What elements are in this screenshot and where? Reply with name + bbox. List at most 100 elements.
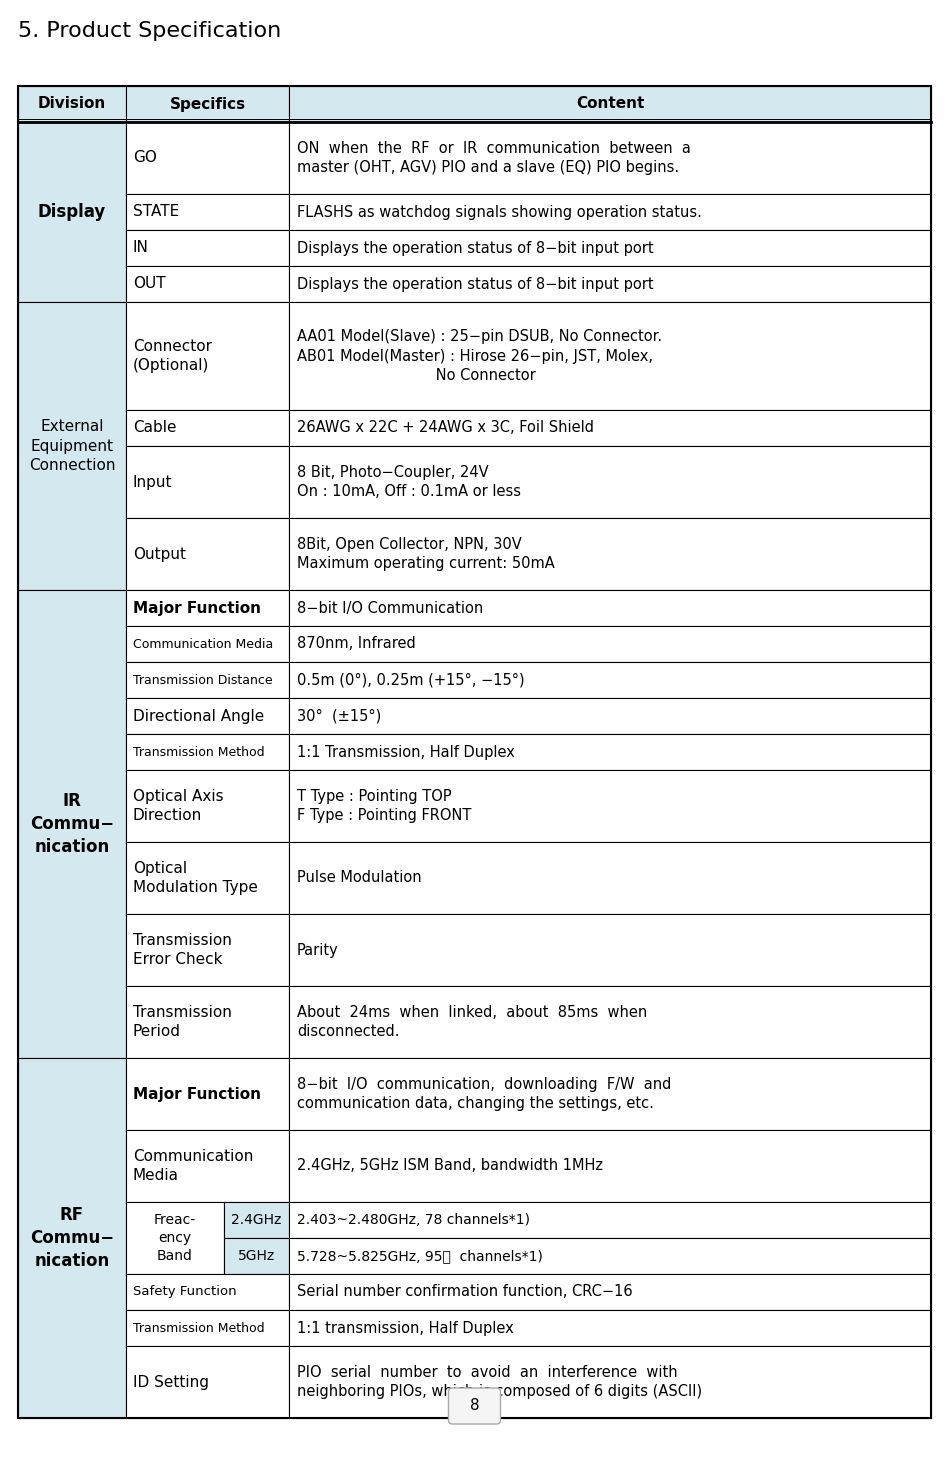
Bar: [126, 770, 289, 841]
Text: Display: Display: [38, 202, 106, 221]
Bar: [289, 1346, 931, 1418]
Bar: [289, 626, 931, 663]
Bar: [126, 987, 289, 1058]
Text: Major Function: Major Function: [133, 601, 261, 616]
Text: 26AWG x 22C + 24AWG x 3C, Foil Shield: 26AWG x 22C + 24AWG x 3C, Foil Shield: [297, 421, 594, 435]
Bar: [289, 1237, 931, 1274]
Text: External
Equipment
Connection: External Equipment Connection: [28, 419, 115, 472]
Bar: [126, 589, 289, 626]
Bar: [126, 1274, 289, 1311]
Text: GO: GO: [133, 151, 157, 166]
Bar: [289, 410, 931, 446]
Bar: [289, 86, 931, 122]
Text: 2.4GHz, 5GHz ISM Band, bandwidth 1MHz: 2.4GHz, 5GHz ISM Band, bandwidth 1MHz: [297, 1158, 603, 1173]
Bar: [126, 86, 289, 122]
Text: AA01 Model(Slave) : 25−pin DSUB, No Connector.
AB01 Model(Master) : Hirose 26−pi: AA01 Model(Slave) : 25−pin DSUB, No Conn…: [297, 330, 662, 383]
Bar: [126, 302, 289, 410]
Bar: [289, 122, 931, 194]
Text: Freac-
ency
Band: Freac- ency Band: [154, 1214, 196, 1262]
Text: 1:1 transmission, Half Duplex: 1:1 transmission, Half Duplex: [297, 1321, 513, 1336]
Text: FLASHS as watchdog signals showing operation status.: FLASHS as watchdog signals showing opera…: [297, 204, 702, 220]
Bar: [289, 1311, 931, 1346]
Text: RF
Commu−
nication: RF Commu− nication: [30, 1207, 114, 1270]
Bar: [126, 663, 289, 698]
Bar: [126, 446, 289, 517]
Bar: [289, 841, 931, 913]
Bar: [126, 1346, 289, 1418]
Bar: [126, 1058, 289, 1130]
Bar: [126, 194, 289, 230]
Bar: [289, 446, 931, 517]
Text: Transmission Method: Transmission Method: [133, 746, 265, 758]
Text: Pulse Modulation: Pulse Modulation: [297, 871, 421, 885]
Bar: [18, 302, 126, 589]
Bar: [126, 1130, 289, 1202]
Bar: [289, 698, 931, 734]
Text: Optical
Modulation Type: Optical Modulation Type: [133, 861, 258, 896]
FancyBboxPatch shape: [449, 1388, 500, 1423]
Text: OUT: OUT: [133, 277, 166, 292]
Text: 5.728~5.825GHz, 95개  channels*1): 5.728~5.825GHz, 95개 channels*1): [297, 1249, 543, 1264]
Text: Optical Axis
Direction: Optical Axis Direction: [133, 789, 224, 822]
Text: Transmission Distance: Transmission Distance: [133, 673, 272, 686]
Bar: [289, 1202, 931, 1237]
Text: Input: Input: [133, 475, 173, 490]
Bar: [289, 1130, 931, 1202]
Text: Displays the operation status of 8−bit input port: Displays the operation status of 8−bit i…: [297, 277, 654, 292]
Text: 8−bit I/O Communication: 8−bit I/O Communication: [297, 601, 483, 616]
Bar: [289, 1058, 931, 1130]
Bar: [289, 517, 931, 589]
Text: ON  when  the  RF  or  IR  communication  between  a
master (OHT, AGV) PIO and a: ON when the RF or IR communication betwe…: [297, 141, 691, 174]
Text: Connector
(Optional): Connector (Optional): [133, 339, 212, 374]
Text: Transmission Method: Transmission Method: [133, 1321, 265, 1334]
Text: 2.403~2.480GHz, 78 channels*1): 2.403~2.480GHz, 78 channels*1): [297, 1212, 530, 1227]
Bar: [126, 841, 289, 913]
Bar: [126, 626, 289, 663]
Bar: [289, 589, 931, 626]
Text: Parity: Parity: [297, 943, 339, 957]
Bar: [224, 1202, 289, 1237]
Bar: [289, 1274, 931, 1311]
Text: ID Setting: ID Setting: [133, 1375, 209, 1390]
Bar: [18, 122, 126, 302]
Text: Transmission
Error Check: Transmission Error Check: [133, 932, 232, 968]
Bar: [289, 663, 931, 698]
Text: STATE: STATE: [133, 204, 179, 220]
Text: IR
Commu−
nication: IR Commu− nication: [30, 792, 114, 856]
Bar: [18, 86, 126, 122]
Text: Specifics: Specifics: [170, 97, 246, 111]
Text: Communication Media: Communication Media: [133, 638, 273, 651]
Bar: [126, 1202, 224, 1274]
Bar: [289, 302, 931, 410]
Text: 8−bit  I/O  communication,  downloading  F/W  and
communication data, changing t: 8−bit I/O communication, downloading F/W…: [297, 1078, 671, 1111]
Text: Cable: Cable: [133, 421, 177, 435]
Text: PIO  serial  number  to  avoid  an  interference  with
neighboring PIOs, which i: PIO serial number to avoid an interferen…: [297, 1365, 702, 1399]
Text: 5GHz: 5GHz: [238, 1249, 275, 1264]
Text: Major Function: Major Function: [133, 1086, 261, 1101]
Text: Safety Function: Safety Function: [133, 1286, 236, 1299]
Bar: [289, 230, 931, 265]
Bar: [18, 1058, 126, 1418]
Bar: [289, 770, 931, 841]
Bar: [289, 913, 931, 987]
Bar: [126, 265, 289, 302]
Text: About  24ms  when  linked,  about  85ms  when
disconnected.: About 24ms when linked, about 85ms when …: [297, 1004, 647, 1039]
Text: 2.4GHz: 2.4GHz: [232, 1212, 282, 1227]
Text: Output: Output: [133, 547, 186, 561]
Text: 8 Bit, Photo−Coupler, 24V
On : 10mA, Off : 0.1mA or less: 8 Bit, Photo−Coupler, 24V On : 10mA, Off…: [297, 465, 521, 498]
Text: Content: Content: [576, 97, 644, 111]
Bar: [126, 230, 289, 265]
Text: IN: IN: [133, 240, 149, 255]
Bar: [126, 734, 289, 770]
Bar: [126, 1311, 289, 1346]
Bar: [289, 194, 931, 230]
Text: 8Bit, Open Collector, NPN, 30V
Maximum operating current: 50mA: 8Bit, Open Collector, NPN, 30V Maximum o…: [297, 537, 555, 572]
Text: Displays the operation status of 8−bit input port: Displays the operation status of 8−bit i…: [297, 240, 654, 255]
Text: Transmission
Period: Transmission Period: [133, 1004, 232, 1039]
Bar: [224, 1237, 289, 1274]
Text: Division: Division: [38, 97, 106, 111]
Bar: [289, 265, 931, 302]
Bar: [126, 913, 289, 987]
Text: 30°  (±15°): 30° (±15°): [297, 708, 381, 724]
Text: Communication
Media: Communication Media: [133, 1149, 253, 1183]
